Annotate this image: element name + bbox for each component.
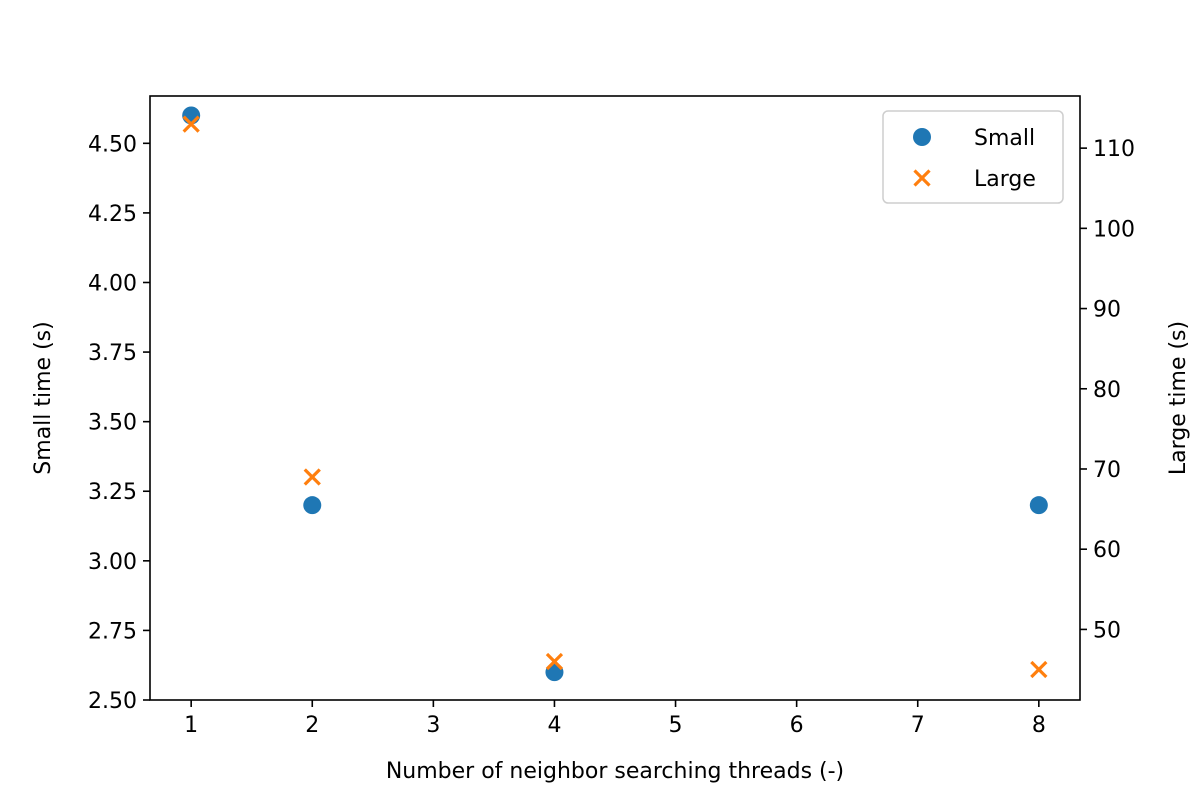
point-large: [1030, 660, 1048, 679]
point-large: [545, 652, 564, 671]
legend-label-large: Large: [974, 167, 1036, 192]
x-tick-label: 5: [669, 713, 683, 738]
left-y-axis-label: Small time (s): [31, 321, 56, 474]
right-y-tick-label: 100: [1093, 217, 1135, 242]
x-tick-label: 3: [426, 713, 440, 738]
x-marker-stroke: [545, 652, 564, 671]
point-large: [182, 115, 200, 133]
legend-marker-large: [913, 169, 931, 187]
plot-area-frame: [149, 95, 1081, 701]
x-axis-label: Number of neighbor searching threads (-): [386, 759, 844, 784]
right-y-tick-label: 90: [1093, 298, 1121, 323]
point-large: [303, 468, 321, 486]
legend-box: [882, 110, 1064, 204]
right-y-tick-label: 110: [1093, 137, 1135, 162]
legend-item-small: Small: [913, 126, 1035, 151]
right-y-axis-ticks: 50 60 70 80 90 100 110: [1080, 137, 1135, 643]
legend-items: Small Large: [913, 126, 1036, 192]
x-tick-label: 4: [547, 713, 561, 738]
left-y-tick-label: 2.75: [88, 619, 137, 644]
legend-item-large: Large: [913, 167, 1036, 192]
x-marker-stroke: [182, 115, 200, 133]
point-small: [1029, 496, 1048, 515]
left-y-tick-label: 4.25: [88, 202, 137, 227]
x-tick-label: 2: [305, 713, 319, 738]
left-y-tick-label: 2.50: [88, 689, 137, 714]
legend: Small Large: [882, 110, 1064, 204]
series-large: [182, 115, 1048, 679]
left-y-axis-ticks: 2.50 2.75 3.00 3.25 3.50 3.75 4.00 4.25 4.50: [88, 132, 150, 714]
point-small: [303, 496, 322, 515]
data-series: [182, 106, 1048, 682]
right-y-axis-label: Large time (s): [1166, 321, 1191, 475]
x-marker-stroke: [303, 468, 321, 486]
left-y-tick-label: 3.25: [88, 480, 137, 505]
left-y-tick-label: 3.00: [88, 550, 137, 575]
x-tick-label: 1: [184, 713, 198, 738]
x-marker-stroke: [913, 169, 931, 187]
x-marker-stroke: [1030, 660, 1048, 679]
right-y-tick-label: 80: [1093, 378, 1121, 403]
right-y-tick-label: 60: [1093, 538, 1121, 563]
left-y-tick-label: 3.50: [88, 411, 137, 436]
x-axis-ticks: 1 2 3 4 5 6 7 8: [184, 700, 1046, 738]
point-small: [182, 106, 201, 125]
left-y-tick-label: 3.75: [88, 341, 137, 366]
left-y-tick-label: 4.50: [88, 132, 137, 157]
x-tick-label: 6: [790, 713, 804, 738]
x-tick-label: 7: [911, 713, 925, 738]
left-y-tick-label: 4.00: [88, 271, 137, 296]
right-y-tick-label: 70: [1093, 458, 1121, 483]
x-tick-label: 8: [1032, 713, 1046, 738]
legend-label-small: Small: [974, 126, 1035, 151]
right-y-tick-label: 50: [1093, 618, 1121, 643]
legend-marker-small: [913, 128, 931, 146]
